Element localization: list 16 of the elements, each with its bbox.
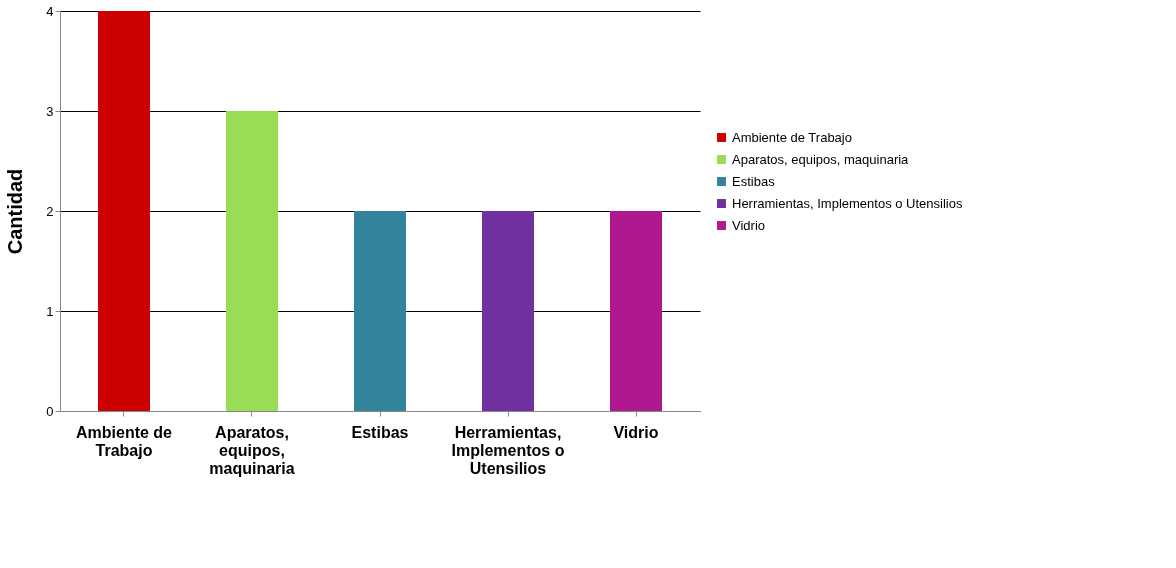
y-tick-label: 1 xyxy=(46,303,54,319)
x-tick-label: Herramientas, Implementos o Utensilios xyxy=(451,423,565,477)
legend-label: Herramientas, Implementos o Utensilios xyxy=(732,195,963,211)
y-tick-label: 3 xyxy=(46,103,54,119)
y-axis-title: Cantidad xyxy=(4,168,27,255)
y-tick-label: 4 xyxy=(46,3,54,19)
x-tick-label: Aparatos, equipos, maquinaria xyxy=(209,423,295,477)
legend-label: Vidrio xyxy=(732,217,766,233)
x-tick-label: Vidrio xyxy=(613,423,659,441)
x-tick-label: Estibas xyxy=(351,423,409,441)
y-tick-label: 2 xyxy=(46,203,54,219)
legend-label: Ambiente de Trabajo xyxy=(732,129,852,145)
legend-label: Estibas xyxy=(732,173,776,189)
legend-label: Aparatos, equipos, maquinaria xyxy=(732,151,910,167)
y-tick-label: 0 xyxy=(46,403,54,419)
x-tick-label: Ambiente de Trabajo xyxy=(75,423,173,459)
